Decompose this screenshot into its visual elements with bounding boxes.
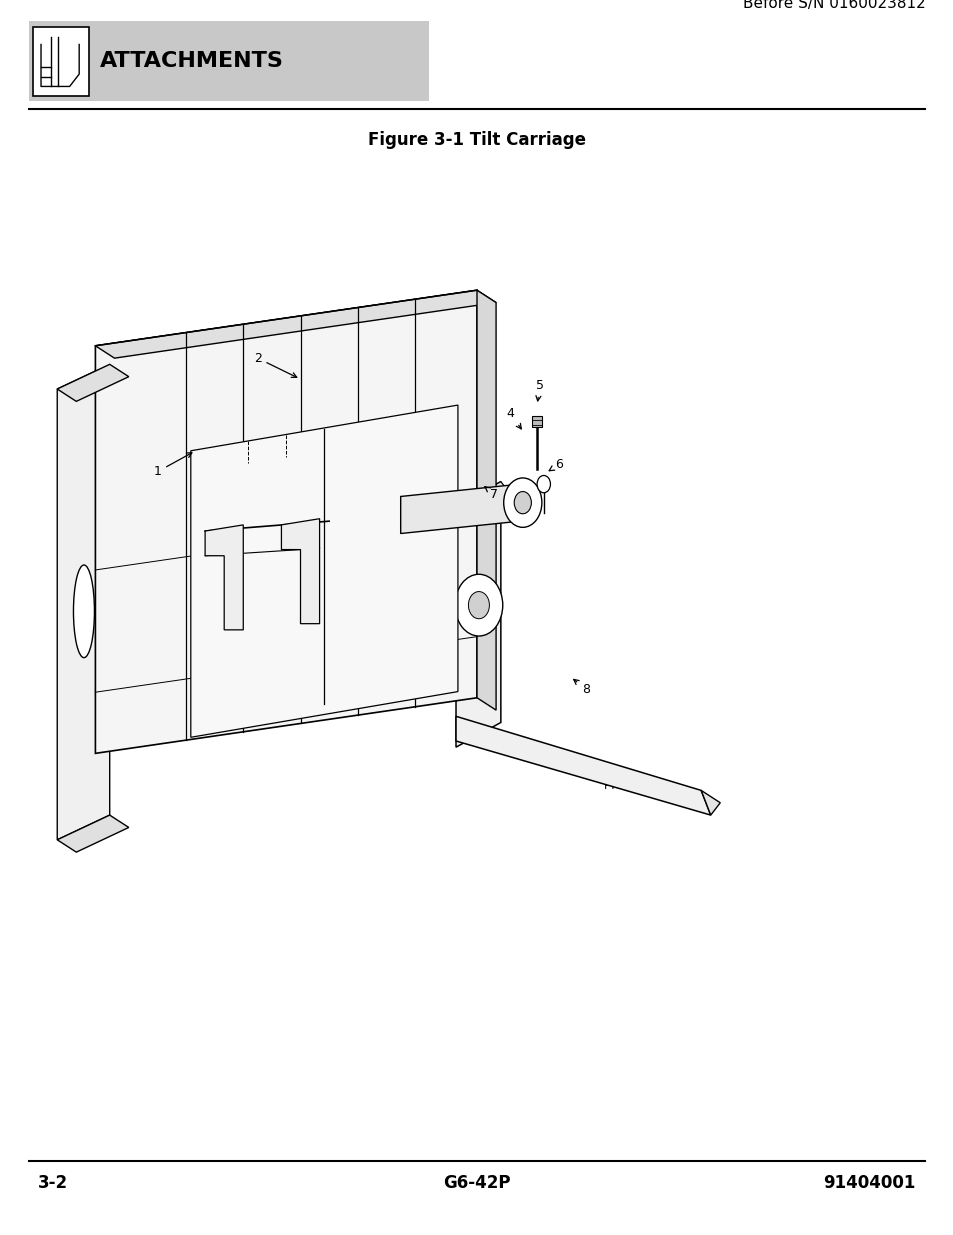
Bar bbox=[33, 27, 89, 96]
Ellipse shape bbox=[73, 566, 94, 658]
Text: 6: 6 bbox=[549, 458, 562, 471]
Polygon shape bbox=[57, 364, 129, 401]
Polygon shape bbox=[400, 484, 519, 534]
Text: 7: 7 bbox=[484, 487, 497, 500]
Text: Figure 3-1 Tilt Carriage: Figure 3-1 Tilt Carriage bbox=[368, 131, 585, 149]
Text: 5: 5 bbox=[536, 379, 543, 401]
Polygon shape bbox=[700, 790, 720, 815]
Text: 1: 1 bbox=[153, 453, 192, 478]
Text: ATTACHMENTS: ATTACHMENTS bbox=[100, 51, 284, 72]
Text: G6-42P: G6-42P bbox=[443, 1174, 510, 1192]
Text: 8: 8 bbox=[573, 679, 589, 695]
Bar bbox=[532, 416, 541, 427]
Text: 3-2: 3-2 bbox=[38, 1174, 69, 1192]
Circle shape bbox=[514, 492, 531, 514]
Polygon shape bbox=[205, 525, 243, 630]
Polygon shape bbox=[57, 364, 110, 840]
FancyBboxPatch shape bbox=[29, 21, 429, 101]
Polygon shape bbox=[95, 290, 477, 753]
Text: 4: 4 bbox=[506, 408, 520, 429]
Text: PY1950: PY1950 bbox=[603, 781, 645, 790]
Circle shape bbox=[537, 475, 550, 493]
Circle shape bbox=[503, 478, 541, 527]
Text: Before S/N 0160023812: Before S/N 0160023812 bbox=[741, 0, 924, 11]
Circle shape bbox=[468, 592, 489, 619]
Polygon shape bbox=[95, 290, 496, 358]
Polygon shape bbox=[476, 290, 496, 710]
Polygon shape bbox=[57, 815, 129, 852]
Polygon shape bbox=[191, 405, 457, 737]
Polygon shape bbox=[456, 482, 510, 519]
Text: 2: 2 bbox=[253, 352, 296, 378]
Circle shape bbox=[455, 574, 502, 636]
Text: 91404001: 91404001 bbox=[822, 1174, 915, 1192]
Polygon shape bbox=[281, 519, 319, 624]
Polygon shape bbox=[456, 716, 710, 815]
Polygon shape bbox=[456, 482, 500, 747]
